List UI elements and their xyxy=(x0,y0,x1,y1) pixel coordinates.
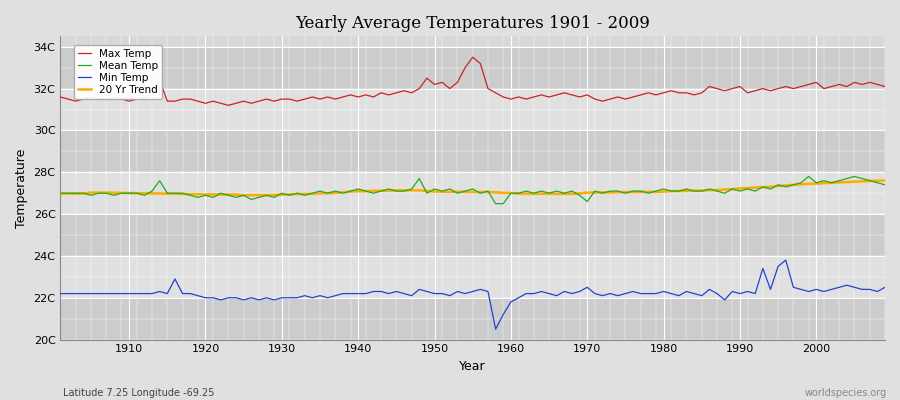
Text: worldspecies.org: worldspecies.org xyxy=(805,388,886,398)
20 Yr Trend xyxy=(513,191,524,196)
Bar xyxy=(60,172,885,214)
Mean Temp xyxy=(491,201,501,206)
20 Yr Trend xyxy=(605,190,616,195)
Min Temp xyxy=(506,300,517,304)
Max Temp xyxy=(55,94,66,99)
Mean Temp xyxy=(803,174,814,179)
Min Temp xyxy=(879,285,890,290)
20 Yr Trend xyxy=(338,190,348,195)
Min Temp xyxy=(605,291,616,296)
Min Temp xyxy=(116,291,127,296)
20 Yr Trend xyxy=(238,193,249,198)
Max Temp xyxy=(513,94,524,99)
Line: Mean Temp: Mean Temp xyxy=(60,176,885,204)
20 Yr Trend xyxy=(506,190,517,195)
Bar xyxy=(60,298,885,340)
Bar xyxy=(60,256,885,298)
Max Temp xyxy=(116,97,127,102)
Max Temp xyxy=(521,97,532,102)
Min Temp xyxy=(513,295,524,300)
Min Temp xyxy=(55,291,66,296)
Mean Temp xyxy=(55,191,66,196)
20 Yr Trend xyxy=(292,192,302,196)
Title: Yearly Average Temperatures 1901 - 2009: Yearly Average Temperatures 1901 - 2009 xyxy=(295,15,650,32)
Mean Temp xyxy=(116,191,127,196)
X-axis label: Year: Year xyxy=(459,360,486,373)
Line: Max Temp: Max Temp xyxy=(60,57,885,105)
Max Temp xyxy=(338,94,348,99)
Bar xyxy=(60,214,885,256)
Y-axis label: Temperature: Temperature xyxy=(15,148,28,228)
20 Yr Trend xyxy=(116,190,127,195)
Min Temp xyxy=(284,295,295,300)
Max Temp xyxy=(292,99,302,104)
20 Yr Trend xyxy=(55,191,66,196)
Min Temp xyxy=(780,258,791,262)
Mean Temp xyxy=(284,193,295,198)
Line: 20 Yr Trend: 20 Yr Trend xyxy=(60,180,885,195)
Max Temp xyxy=(879,84,890,89)
Mean Temp xyxy=(513,191,524,196)
Mean Temp xyxy=(605,189,616,194)
Min Temp xyxy=(491,327,501,332)
Mean Temp xyxy=(506,191,517,196)
Text: Latitude 7.25 Longitude -69.25: Latitude 7.25 Longitude -69.25 xyxy=(63,388,214,398)
Bar xyxy=(60,89,885,130)
Max Temp xyxy=(223,103,234,108)
Line: Min Temp: Min Temp xyxy=(60,260,885,329)
Mean Temp xyxy=(330,189,341,194)
Min Temp xyxy=(330,293,341,298)
Max Temp xyxy=(467,55,478,60)
Legend: Max Temp, Mean Temp, Min Temp, 20 Yr Trend: Max Temp, Mean Temp, Min Temp, 20 Yr Tre… xyxy=(74,44,162,99)
Max Temp xyxy=(612,94,623,99)
20 Yr Trend xyxy=(879,178,890,183)
Mean Temp xyxy=(879,182,890,187)
Bar xyxy=(60,47,885,89)
Bar xyxy=(60,130,885,172)
